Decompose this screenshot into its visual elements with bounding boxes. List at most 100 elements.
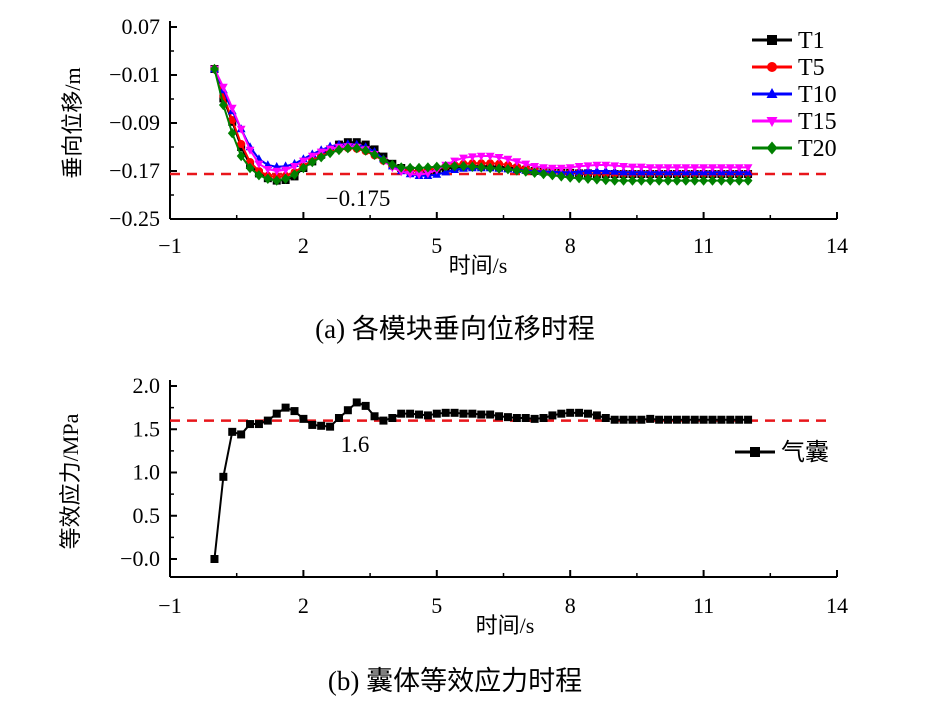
legend-label: T15	[798, 109, 837, 135]
diamond-marker	[361, 145, 371, 156]
diamond-marker	[387, 159, 397, 171]
inverted-triangle-marker	[405, 170, 415, 179]
diamond-marker	[218, 99, 228, 111]
square-marker	[637, 415, 646, 424]
diamond-marker	[450, 161, 459, 172]
square-marker	[566, 408, 575, 417]
square-marker	[423, 411, 432, 420]
inverted-triangle-marker	[610, 162, 620, 171]
square-marker	[767, 35, 777, 45]
inverted-triangle-marker	[574, 163, 584, 171]
inverted-triangle-marker	[290, 163, 299, 171]
inverted-triangle-marker	[218, 83, 228, 92]
diamond-marker	[565, 172, 575, 183]
inverted-triangle-marker	[539, 164, 548, 173]
diamond-marker	[539, 168, 548, 180]
x-tick-label: 2	[298, 233, 309, 258]
inverted-triangle-marker	[628, 163, 637, 172]
inverted-triangle-marker	[556, 164, 566, 173]
square-marker	[512, 414, 521, 423]
square-marker	[254, 420, 263, 429]
x-tick-label: 5	[431, 233, 442, 258]
inverted-triangle-marker	[485, 152, 495, 161]
square-marker	[750, 447, 760, 457]
inverted-triangle-marker	[601, 161, 611, 170]
inverted-triangle-marker	[467, 153, 477, 162]
diamond-marker	[654, 175, 664, 186]
square-marker	[317, 421, 326, 430]
series-气囊	[210, 398, 753, 563]
diamond-marker	[610, 175, 620, 186]
diamond-marker	[672, 175, 682, 186]
diamond-marker	[663, 175, 673, 186]
diamond-marker	[370, 149, 379, 160]
legend-label: T1	[798, 28, 825, 54]
legend-label: T5	[798, 55, 825, 81]
reference-line-label: −0.175	[326, 186, 391, 211]
diamond-marker	[601, 174, 611, 186]
square-marker	[308, 420, 317, 429]
diamond-marker	[485, 162, 495, 174]
diamond-marker	[299, 162, 308, 174]
diamond-marker	[628, 175, 637, 186]
square-marker	[690, 415, 699, 424]
square-marker	[343, 406, 352, 415]
y-tick-label: 1.0	[133, 460, 161, 485]
triangle-marker	[592, 166, 602, 175]
diamond-marker	[766, 141, 778, 155]
diamond-marker	[619, 175, 628, 186]
triangle-marker	[766, 88, 778, 98]
inverted-triangle-marker	[743, 164, 753, 173]
inverted-triangle-marker	[254, 160, 264, 169]
inverted-triangle-marker	[245, 146, 255, 155]
inverted-triangle-marker	[592, 161, 602, 170]
square-marker	[397, 409, 406, 418]
y-tick-label: 1.5	[133, 416, 161, 441]
diamond-marker	[743, 175, 753, 186]
square-marker	[628, 415, 637, 424]
y-tick-label: −0.25	[109, 206, 160, 231]
equivalent-stress-chart: 2.0 1.5 1.0 0.5 −0.0 −1 2 5 8 11 14 时间/s 等效应力/MPa 1.6…	[58, 373, 848, 696]
square-marker	[735, 415, 744, 424]
x-tick-label: 8	[565, 593, 576, 618]
triangle-marker	[601, 166, 611, 175]
inverted-triangle-marker	[636, 163, 646, 172]
square-marker	[583, 409, 592, 418]
square-marker	[272, 409, 281, 418]
diamond-marker	[307, 156, 317, 168]
inverted-triangle-marker	[236, 125, 246, 134]
diamond-marker	[210, 63, 219, 75]
y-tick-label: −0.17	[109, 158, 160, 183]
diamond-marker	[708, 175, 717, 186]
diamond-marker	[441, 161, 451, 172]
diamond-marker	[583, 173, 593, 184]
x-tick-label: 5	[431, 593, 442, 618]
inverted-triangle-marker	[476, 152, 486, 161]
diamond-marker	[290, 169, 299, 180]
x-tick-label: −1	[158, 233, 181, 258]
diamond-marker	[530, 167, 540, 178]
diamond-marker	[325, 147, 335, 159]
square-marker	[210, 555, 219, 563]
diamond-marker	[476, 162, 486, 173]
inverted-triangle-marker	[734, 164, 744, 173]
diamond-marker	[254, 170, 264, 181]
square-marker	[352, 398, 361, 407]
square-marker	[539, 414, 548, 423]
square-marker	[299, 414, 308, 423]
square-marker	[228, 427, 237, 436]
square-marker	[281, 403, 290, 412]
square-marker	[450, 408, 459, 417]
inverted-triangle-marker	[281, 166, 291, 175]
diamond-marker	[636, 175, 646, 186]
diamond-marker	[574, 173, 584, 184]
inverted-triangle-marker	[708, 164, 717, 173]
diamond-marker	[734, 175, 744, 186]
inverted-triangle-marker	[263, 166, 273, 174]
diamond-marker	[699, 175, 708, 186]
diamond-marker	[494, 163, 504, 174]
square-marker	[219, 472, 228, 481]
diamond-marker	[316, 152, 326, 163]
diamond-marker	[352, 143, 362, 154]
